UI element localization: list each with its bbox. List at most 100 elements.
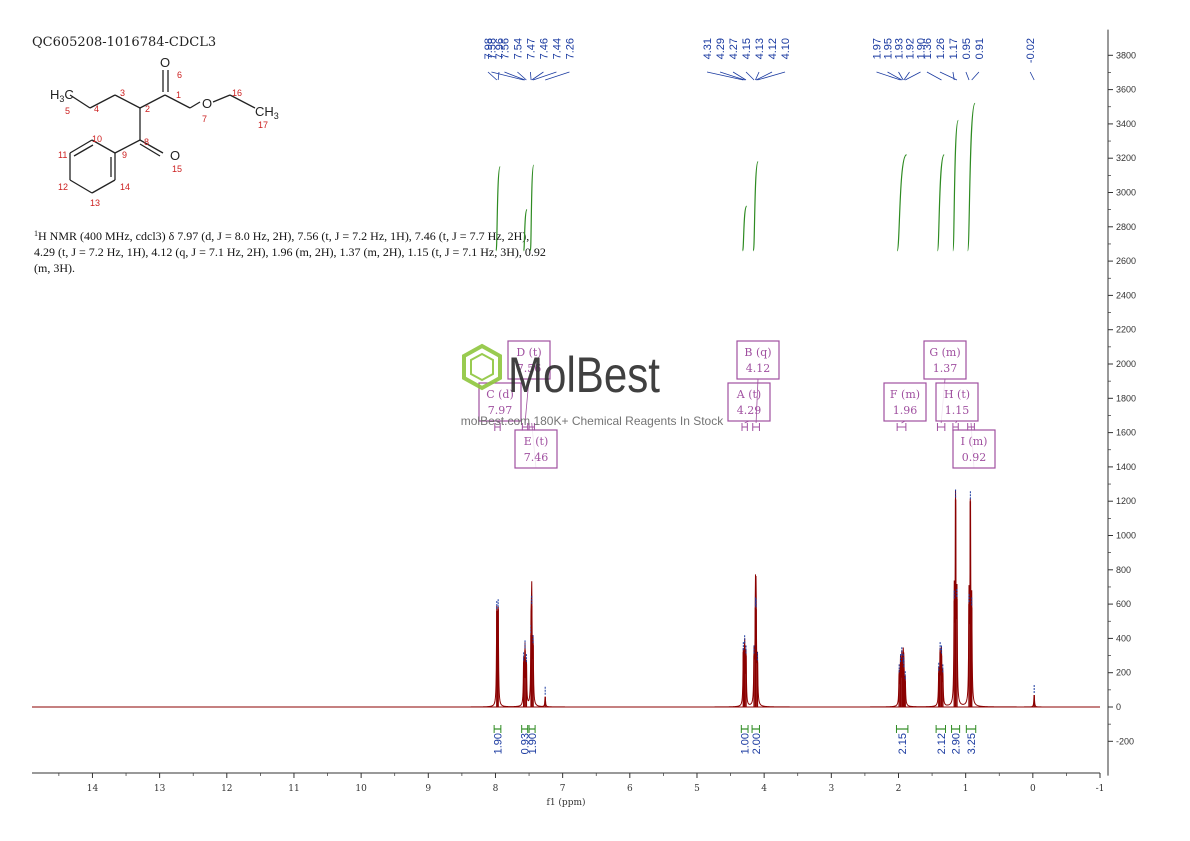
peak-label: 7.98 (483, 38, 495, 59)
peak-label: -0.02 (1025, 38, 1037, 63)
multiplet-box (736, 340, 780, 380)
peak-label-connector (1029, 71, 1035, 81)
peak-label: 7.47 (525, 38, 537, 59)
peak-label: 4.29 (715, 38, 727, 59)
y-tick-label: 2800 (1116, 222, 1136, 232)
y-tick-label: 3400 (1116, 119, 1136, 129)
y-tick-label: 1000 (1116, 531, 1136, 541)
molbest-logo-icon (462, 343, 502, 391)
peak-label-connector (876, 71, 901, 81)
peak-label: 7.96 (494, 38, 506, 59)
x-tick-label: 3 (828, 784, 834, 794)
x-axis: 14 13 12 11 10 9 8 7 6 5 4 3 2 1 0 -1 (32, 772, 1104, 794)
peak-label-connector (487, 71, 498, 81)
carbonyl-oxygen-2: O (170, 148, 180, 163)
x-tick-label: 5 (694, 784, 700, 794)
integral-curve-6 (936, 154, 945, 252)
y-tick-label: 2400 (1116, 290, 1136, 300)
y-tick-label: 800 (1116, 565, 1131, 575)
multiplet-label: B (q) (744, 346, 771, 359)
integral-curve-2 (529, 164, 535, 252)
watermark-tagline: molBest.com 180K+ Chemical Reagents In S… (461, 414, 724, 428)
svg-text:1: 1 (176, 90, 181, 100)
peak-label-connector (706, 71, 744, 81)
integral-value: 0.93 (520, 733, 532, 754)
peak-label-connector (971, 71, 980, 81)
peak-label: 7.46 (538, 38, 550, 59)
x-axis-label: f1 (ppm) (547, 797, 586, 808)
multiplet-box (727, 382, 771, 422)
x-tick-label: 0 (1030, 784, 1036, 794)
spectrum-trace (32, 489, 1100, 708)
peak-label-connector (755, 71, 773, 81)
peak-label: 4.12 (767, 38, 779, 59)
svg-text:15: 15 (172, 164, 182, 174)
integral-curve-8 (967, 102, 976, 252)
peak-label-connector (497, 71, 500, 81)
integral-curve-3 (742, 205, 748, 252)
y-tick-label: 1800 (1116, 393, 1136, 403)
peak-label: 0.95 (961, 38, 973, 59)
structure-atoms: H3C O O CH3 O (50, 55, 279, 163)
x-tick-label: 1 (963, 784, 969, 794)
integral-value: 1.90 (527, 733, 539, 754)
multiplet-shift: 1.96 (893, 404, 918, 417)
svg-text:7: 7 (202, 114, 207, 124)
peak-label-connector (755, 71, 760, 81)
peak-label-connector (504, 71, 526, 81)
multiplet-box (935, 382, 979, 422)
peak-label-connector (530, 71, 532, 81)
integral-value: 2.12 (936, 733, 948, 754)
y-tick-label: 600 (1116, 599, 1131, 609)
y-tick-label: 3200 (1116, 153, 1136, 163)
multiplet-label: C (d) (486, 388, 514, 401)
peak-label-connector (517, 71, 527, 81)
peak-label-connector (757, 71, 786, 81)
integral-curve-7 (952, 119, 959, 252)
y-tick-label: 200 (1116, 668, 1131, 678)
y-tick-label: 1600 (1116, 428, 1136, 438)
multiplet-label: H (t) (944, 388, 970, 401)
multiplet-shift: 4.29 (737, 404, 762, 417)
x-tick-label: 12 (221, 784, 232, 794)
peak-label: 4.27 (728, 38, 740, 59)
peak-label-connector (965, 71, 970, 81)
peak-label: 1.17 (948, 38, 960, 59)
x-tick-label: 13 (154, 784, 166, 794)
integral-value: 2.00 (751, 733, 763, 754)
x-tick-label: 6 (627, 784, 633, 794)
spectrum (32, 489, 1100, 708)
svg-text:10: 10 (92, 134, 102, 144)
peak-label-connector (898, 71, 904, 81)
multiplet-shift: 7.46 (524, 451, 549, 464)
svg-text:1H NMR (400 MHz, cdcl3) δ 7.97: 1H NMR (400 MHz, cdcl3) δ 7.97 (d, J = 8… (34, 229, 529, 243)
peak-label-connector (905, 71, 921, 81)
multiplet-label: F (m) (890, 388, 920, 401)
y-tick-label: 1200 (1116, 496, 1136, 506)
multiplet-shift: 1.15 (945, 404, 970, 417)
nmr-description: 1H NMR (400 MHz, cdcl3) δ 7.97 (d, J = 8… (34, 229, 546, 275)
multiplet-label: I (m) (961, 435, 988, 448)
peak-labels: 7.98 7.967.58 7.56 7.54 7.47 7.46 7.44 7.26 4.31… (483, 38, 1037, 81)
peak-label-connector (531, 71, 544, 81)
y-tick-label: 400 (1116, 633, 1131, 643)
svg-text:4.29 (t, J = 7.2 Hz, 1H), 4.12: 4.29 (t, J = 7.2 Hz, 1H), 4.12 (q, J = 7… (34, 245, 546, 259)
integral-value: 2.15 (897, 733, 909, 754)
svg-text:(m, 3H).: (m, 3H). (34, 261, 75, 275)
sample-id: QC605208-1016784-CDCL3 (32, 35, 216, 50)
peak-label: 4.10 (780, 38, 792, 59)
y-tick-label: 1400 (1116, 462, 1136, 472)
peak-label-connector (719, 71, 745, 81)
peak-label: 1.26 (935, 38, 947, 59)
multiplet-connector (755, 378, 759, 424)
watermark-brand: MolBest (508, 347, 660, 403)
multiplet-label: A (t) (736, 388, 761, 401)
integral-value: 2.90 (951, 733, 963, 754)
peak-label-connector (745, 71, 755, 81)
integral-curve-1 (523, 209, 528, 252)
integral-curve-0 (495, 166, 501, 252)
x-tick-label: 11 (288, 784, 299, 794)
y-tick-label: 3800 (1116, 50, 1136, 60)
